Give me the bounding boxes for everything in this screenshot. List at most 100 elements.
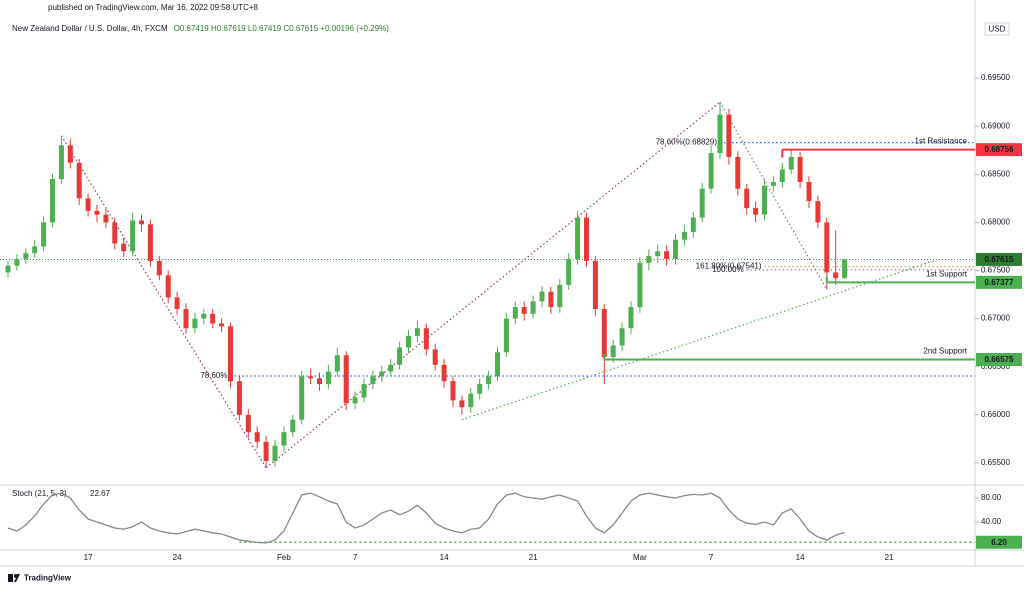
candle-body (770, 181, 776, 186)
candle-body (726, 114, 732, 157)
x-tick-label: 17 (84, 553, 93, 562)
candle-body (112, 222, 118, 244)
candle-body (779, 169, 785, 182)
candle-body (673, 239, 678, 259)
candle-body (192, 318, 198, 329)
candle-body (174, 297, 180, 309)
price-tag-label: 0.68756 (985, 145, 1014, 154)
price-tag (976, 353, 1022, 367)
indicator-value: 22.67 (90, 489, 111, 498)
candle-body (842, 259, 848, 279)
candle-body (450, 381, 456, 401)
y-tick-label: 0.68500 (981, 169, 1010, 178)
candle-body (139, 220, 144, 225)
price-tag-label: 0.67615 (985, 255, 1014, 264)
indicator-tick-label: 40.00 (981, 517, 1002, 526)
y-tick-label: 0.67500 (981, 266, 1010, 275)
candle-body (664, 251, 670, 259)
level-label: 2nd Support (923, 347, 967, 356)
candle-body (815, 201, 821, 223)
chart-title: New Zealand Dollar / U.S. Dollar, 4h, FX… (12, 24, 168, 33)
candle-body (717, 114, 723, 154)
x-tick-label: 21 (529, 553, 538, 562)
price-tag (976, 275, 1022, 289)
fib-label: 100.00% (712, 265, 744, 274)
candle-body (708, 153, 714, 189)
candle-body (325, 371, 331, 385)
candle-body (183, 308, 189, 329)
candle-body (236, 381, 242, 415)
candle-body (397, 347, 403, 365)
candle-body (655, 251, 661, 257)
candle-body (512, 307, 518, 319)
candle-body (619, 328, 625, 346)
candle-body (548, 291, 554, 308)
candle-body (5, 265, 11, 273)
x-tick-label: 7 (709, 553, 714, 562)
candle-body (833, 272, 839, 279)
candle-body (690, 217, 696, 233)
candle-body (370, 376, 376, 385)
indicator-tag (976, 535, 1022, 549)
price-tag (976, 252, 1022, 266)
candle-body (601, 308, 607, 358)
candle-body (628, 307, 634, 329)
candle-body (388, 364, 394, 372)
candle-body (753, 207, 759, 215)
candle-body (14, 258, 20, 266)
x-tick-label: 21 (885, 553, 894, 562)
candle-body (797, 156, 803, 182)
candle-body (254, 432, 260, 442)
candle-body (210, 313, 216, 324)
candle-body (441, 364, 447, 382)
candle-body (228, 326, 233, 382)
candle-body (361, 384, 367, 398)
candle-body (272, 445, 278, 462)
indicator-tick-label: 80.00 (981, 493, 1002, 502)
currency: USD (989, 25, 1006, 34)
candle-body (130, 220, 136, 252)
candle-body (317, 378, 322, 385)
trend-line (60, 135, 267, 469)
candle-body (308, 376, 314, 379)
candle-body (245, 414, 251, 433)
y-tick-label: 0.69000 (981, 121, 1010, 130)
y-tick-label: 0.65500 (981, 458, 1010, 467)
y-tick-label: 0.66500 (981, 362, 1010, 371)
candle-body (41, 222, 47, 247)
brand: TradingView (24, 574, 72, 583)
price-tag (976, 143, 1022, 157)
indicator-line (7, 492, 845, 544)
candle-body (50, 179, 55, 223)
fib-label: 78.60%(0.68829) (656, 138, 718, 147)
symbol-header: New Zealand Dollar / U.S. Dollar, 4h, FX… (12, 24, 389, 33)
candle-body (477, 384, 483, 394)
currency-box[interactable] (984, 22, 1010, 36)
candle-body (432, 349, 438, 365)
candle-body (566, 258, 572, 285)
trend-line (461, 260, 934, 421)
x-tick-label: Feb (277, 553, 291, 562)
candle-body (486, 376, 492, 385)
candle-body (281, 432, 287, 446)
candle-body (263, 441, 269, 462)
trend-line (265, 101, 721, 469)
candle-body (58, 145, 64, 180)
x-tick-label: 14 (796, 553, 805, 562)
x-tick-label: 7 (353, 553, 358, 562)
candle-body (156, 260, 162, 276)
candle-body (219, 323, 225, 327)
x-tick-label: 24 (173, 553, 182, 562)
candle-body (32, 246, 38, 254)
candle-body (646, 256, 652, 263)
candle-body (503, 318, 509, 353)
logo-stroke (14, 574, 20, 582)
y-tick-label: 0.66000 (981, 410, 1010, 419)
y-tick-label: 0.69500 (981, 73, 1010, 82)
candle-body (521, 307, 527, 314)
candle-body (592, 260, 598, 309)
candle-body (637, 262, 643, 308)
y-tick-label: 0.68000 (981, 217, 1010, 226)
